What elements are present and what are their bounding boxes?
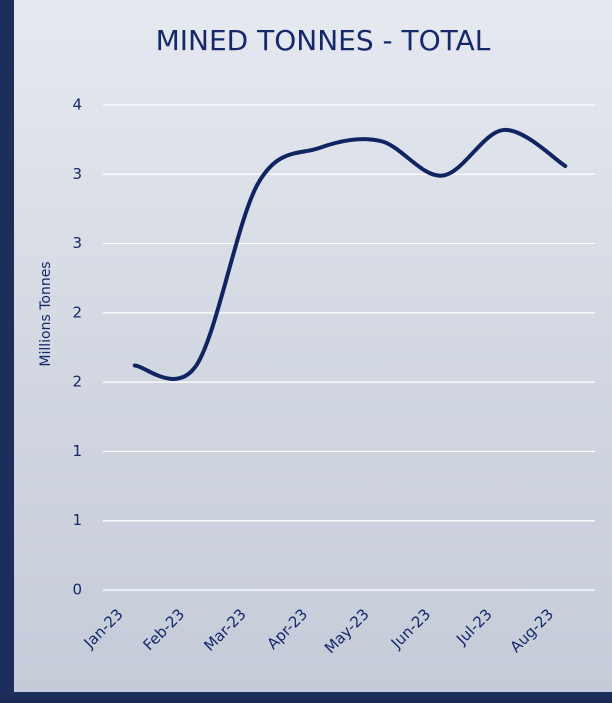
chart-title: MINED TONNES - TOTAL xyxy=(156,24,491,57)
y-tick-label: 3 xyxy=(72,165,82,183)
y-tick-label: 1 xyxy=(72,442,82,460)
panel xyxy=(14,0,612,692)
y-tick-label: 0 xyxy=(72,581,82,599)
y-axis-label: Millions Tonnes xyxy=(38,261,54,366)
y-tick-label: 2 xyxy=(72,373,82,391)
y-tick-label: 1 xyxy=(72,511,82,529)
y-tick-label: 3 xyxy=(72,234,82,252)
y-tick-label: 2 xyxy=(72,303,82,321)
line xyxy=(132,127,568,381)
y-tick-label: 4 xyxy=(72,96,82,114)
